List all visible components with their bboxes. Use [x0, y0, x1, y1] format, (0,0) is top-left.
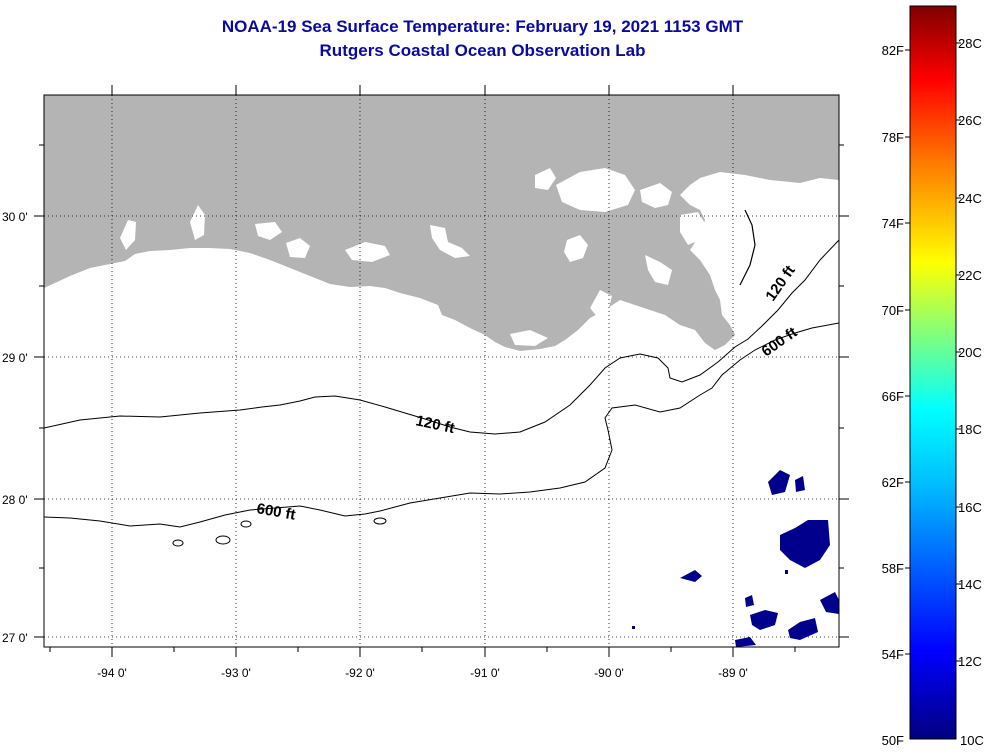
sst-patch	[768, 470, 790, 495]
colorbar-f-label: 50F	[882, 733, 904, 748]
colorbar-c-label: 14C	[958, 577, 982, 592]
map-title: NOAA-19 Sea Surface Temperature: Februar…	[221, 17, 744, 36]
colorbar	[909, 5, 957, 740]
lon-label: -94 0'	[97, 666, 127, 680]
colorbar-c-label: 16C	[958, 500, 982, 515]
isobath-600ft	[44, 322, 839, 528]
colorbar-c-label: 26C	[958, 113, 982, 128]
colorbar-f-label: 66F	[882, 389, 904, 404]
white-lake	[286, 238, 310, 258]
lat-label: 27 0'	[2, 631, 28, 645]
lon-label: -91 0'	[470, 666, 500, 680]
grand-lake	[255, 222, 282, 240]
sst-patch	[632, 626, 635, 629]
colorbar-c-label: 20C	[958, 345, 982, 360]
sst-patch	[795, 476, 805, 492]
lon-label: -92 0'	[345, 666, 375, 680]
chandeleur-islands	[739, 209, 756, 286]
barataria-bay	[590, 290, 612, 318]
colorbar-f-label: 70F	[882, 303, 904, 318]
lake-salvador	[564, 235, 588, 262]
sabine-lake	[120, 220, 136, 250]
contour-label-600ft: 600 ft	[255, 500, 297, 524]
terrebonne-bay	[510, 330, 548, 346]
lon-label: -93 0'	[221, 666, 251, 680]
lake-borgne	[640, 183, 672, 208]
colorbar-c-label: 10C	[960, 733, 984, 748]
colorbar-c-label: 18C	[958, 422, 982, 437]
axis-ticks	[34, 85, 849, 657]
contour-loop	[172, 539, 184, 547]
map-frame	[43, 94, 840, 648]
sst-patch	[735, 637, 756, 647]
map-subtitle: Rutgers Coastal Ocean Observation Lab	[319, 41, 646, 60]
colorbar-f-label: 54F	[882, 647, 904, 662]
colorbar-f-label: 74F	[882, 216, 904, 231]
breton-sound	[680, 212, 706, 245]
lon-label: -90 0'	[594, 666, 624, 680]
sst-patch	[785, 570, 788, 574]
sst-patch	[745, 595, 754, 607]
atchafalaya-lakes	[430, 225, 470, 258]
colorbar-c-label: 12C	[958, 654, 982, 669]
colorbar-ticks	[905, 42, 961, 662]
sst-patch	[780, 520, 830, 568]
lat-label: 30 0'	[2, 210, 28, 224]
sst-patch	[788, 618, 818, 640]
colorbar-f-label: 82F	[882, 43, 904, 58]
colorbar-f-label: 58F	[882, 561, 904, 576]
lake-pontchartrain	[556, 168, 635, 212]
sst-patch	[820, 592, 839, 614]
lat-label: 29 0'	[2, 351, 28, 365]
contour-loop	[373, 517, 387, 525]
lon-label: -89 0'	[718, 666, 748, 680]
lake-calcasieu	[190, 205, 205, 240]
lake-misere	[345, 242, 390, 262]
contour-loop	[215, 535, 231, 545]
graticule	[44, 95, 839, 647]
colorbar-f-label: 62F	[882, 475, 904, 490]
colorbar-c-label: 24C	[958, 191, 982, 206]
sst-patches	[632, 470, 839, 647]
lake-maurepas	[535, 168, 556, 190]
sst-patch	[750, 610, 778, 630]
colorbar-c-label: 28C	[958, 36, 982, 51]
colorbar-f-label: 78F	[882, 130, 904, 145]
land-mass	[44, 95, 839, 351]
sst-patch	[680, 570, 702, 582]
isobath-120ft	[44, 239, 839, 435]
delta-marsh	[645, 255, 672, 285]
lat-label: 28 0'	[2, 493, 28, 507]
colorbar-c-label: 22C	[958, 268, 982, 283]
contour-loop	[240, 520, 252, 528]
